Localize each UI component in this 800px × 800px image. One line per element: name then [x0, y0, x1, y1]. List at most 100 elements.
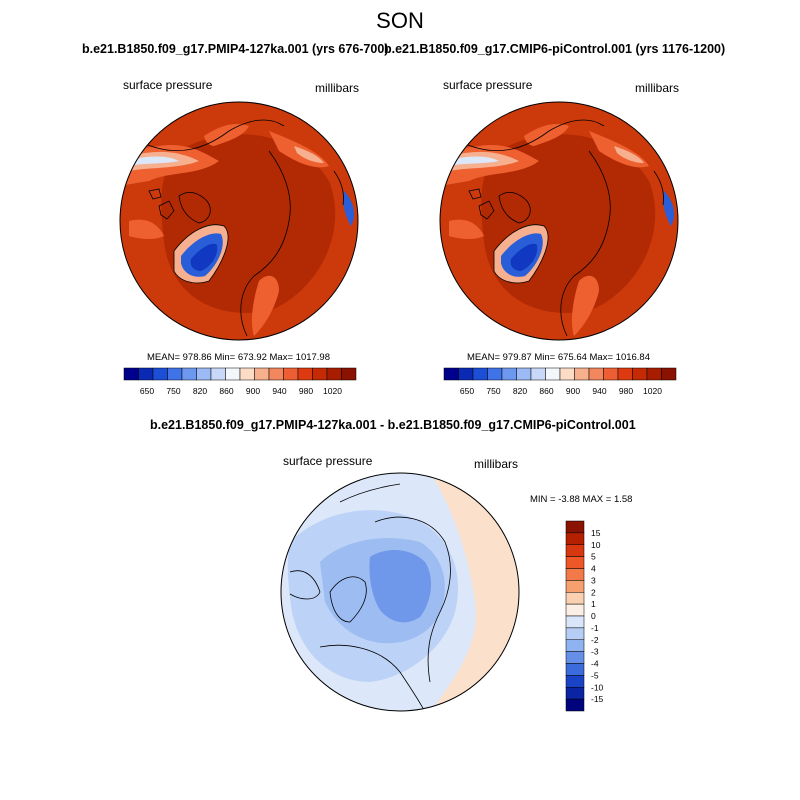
map-border	[119, 101, 359, 341]
colorbar-box	[646, 367, 662, 381]
siberia-pale-band	[134, 156, 179, 165]
colorbar-box	[565, 639, 585, 652]
map-fill-group	[440, 102, 678, 340]
colorbar-box	[565, 544, 585, 557]
colorbar-box	[632, 367, 648, 381]
archipelago-coastline	[178, 191, 211, 224]
colorbar-box	[565, 520, 585, 534]
scandinavia-mid-band	[571, 275, 599, 336]
colorbar-tick-label: 860	[219, 386, 233, 396]
colorbar-tick-label: 1020	[643, 386, 662, 396]
east-siberia-mid-band	[204, 124, 249, 146]
panel-1-stats: MEAN= 978.86 Min= 673.92 Max= 1017.98	[147, 352, 330, 363]
colorbar-box	[565, 615, 585, 629]
colorbar-tick-label: 15	[591, 528, 601, 538]
panel-1-polar-map	[119, 101, 359, 341]
colorbar-tick-label: 4	[591, 564, 596, 574]
diff-units-label: millibars	[474, 457, 519, 471]
greenland-lowest-area	[190, 243, 218, 271]
colorbar-box	[501, 367, 517, 381]
negative-change-3	[369, 550, 432, 623]
colorbar-box	[574, 367, 590, 381]
colorbar-tick-label: 5	[591, 552, 596, 562]
islands-coastline	[148, 188, 175, 220]
colorbar-box	[472, 367, 488, 381]
panel-2-polar-map	[439, 101, 679, 341]
colorbar-tick-label: 900	[566, 386, 580, 396]
colorbar-tick-label: 650	[460, 386, 474, 396]
greenland-coastline	[173, 224, 229, 284]
colorbar-tick-label: -10	[591, 682, 604, 692]
map-border	[280, 472, 520, 712]
colorbar-tick-label: -5	[591, 670, 599, 680]
colorbar-box	[565, 580, 585, 593]
colorbar-tick-label: 900	[246, 386, 260, 396]
colorbar-tick-label: 980	[299, 386, 313, 396]
panel-1-case-title: b.e21.B1850.f09_g17.PMIP4-127ka.001 (yrs…	[82, 42, 389, 56]
diff-variable-label: surface pressure	[283, 454, 373, 468]
colorbar-box	[283, 367, 299, 381]
colorbar-box	[326, 367, 342, 381]
figure-title: SON	[376, 8, 424, 33]
colorbar-box	[603, 367, 619, 381]
panel-1-variable-label: surface pressure	[123, 78, 213, 92]
colorbar-box	[239, 367, 255, 381]
colorbar-tick-label: -2	[591, 635, 599, 645]
colorbar-box	[565, 663, 585, 676]
panel-2-colorbar: 650 750 820 860 900 940 980 1020	[443, 367, 677, 396]
colorbar-tick-label: 860	[539, 386, 553, 396]
colorbar-box	[588, 367, 604, 381]
greenland-lowest-area	[510, 243, 538, 271]
colorbar-box	[565, 556, 585, 569]
colorbar-tick-label: 940	[272, 386, 286, 396]
colorbar-box	[516, 367, 532, 381]
map-border	[439, 101, 679, 341]
colorbar-box	[152, 367, 168, 381]
colorbar-box	[661, 367, 677, 381]
map-fill-group	[120, 102, 358, 340]
colorbar-tick-label: 940	[592, 386, 606, 396]
diff-polar-map	[280, 472, 520, 712]
east-siberia-mid-band	[524, 124, 569, 146]
colorbar-tick-label: 1020	[323, 386, 342, 396]
colorbar-box	[297, 367, 313, 381]
islands-coastline	[468, 188, 495, 220]
colorbar-box	[565, 651, 585, 664]
panel-2-units-label: millibars	[635, 81, 680, 95]
colorbar-tick-label: 2	[591, 587, 596, 597]
panel-2-stats: MEAN= 979.87 Min= 675.64 Max= 1016.84	[467, 352, 650, 363]
colorbar-box	[565, 592, 585, 605]
asia-light-band	[614, 146, 644, 163]
colorbar-box	[268, 367, 284, 381]
colorbar-tick-label: 0	[591, 611, 596, 621]
colorbar-box	[617, 367, 633, 381]
colorbar-tick-label: 1	[591, 599, 596, 609]
colorbar-tick-label: -3	[591, 647, 599, 657]
tibet-low-area	[342, 191, 355, 226]
colorbar-box	[196, 367, 212, 381]
diff-stats: MIN = -3.88 MAX = 1.58	[530, 494, 633, 505]
colorbar-tick-label: 820	[513, 386, 527, 396]
colorbar-box	[565, 568, 585, 581]
scandinavia-mid-band	[251, 275, 279, 336]
colorbar-tick-label: 980	[619, 386, 633, 396]
colorbar-box	[167, 367, 183, 381]
colorbar-box	[312, 367, 328, 381]
positive-change-area	[430, 473, 519, 711]
colorbar-tick-label: 820	[193, 386, 207, 396]
colorbar-tick-label: 750	[486, 386, 500, 396]
colorbar-tick-label: -4	[591, 659, 599, 669]
colorbar-box	[138, 367, 154, 381]
north-america-coastline	[339, 483, 401, 503]
europe-coastline	[319, 644, 426, 711]
canada-coastline	[289, 570, 321, 600]
tibet-low-area	[662, 191, 675, 226]
panel-1-units-label: millibars	[315, 81, 360, 95]
colorbar-box	[530, 367, 546, 381]
colorbar-box	[181, 367, 197, 381]
north-america-coastline	[138, 119, 285, 152]
greenland-coastline	[493, 224, 549, 284]
colorbar-tick-label: 10	[591, 540, 601, 550]
archipelago-coastline	[498, 191, 531, 224]
colorbar-tick-label: 650	[140, 386, 154, 396]
